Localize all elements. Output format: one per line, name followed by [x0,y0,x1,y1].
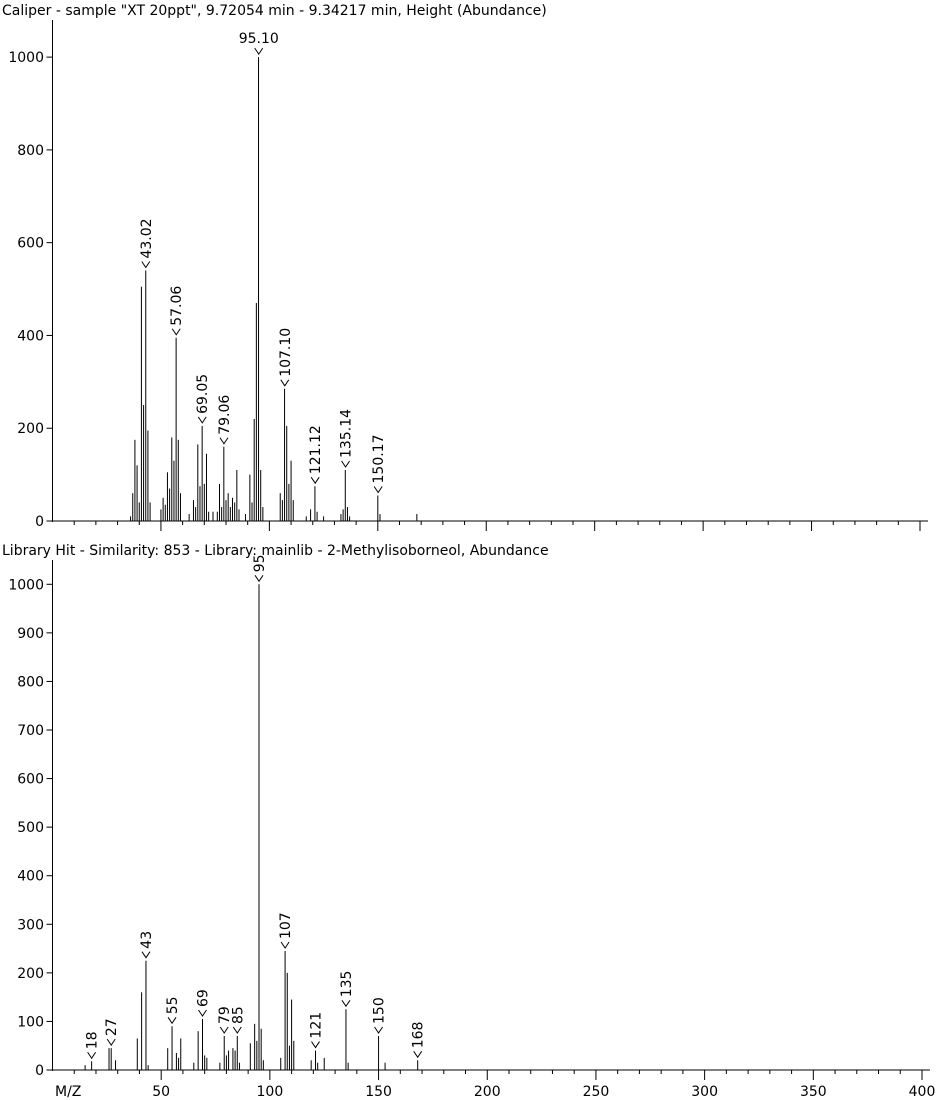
y-tick-label: 1000 [8,50,44,66]
y-tick-label: 800 [17,143,44,159]
x-tick-label: 100 [257,1084,284,1100]
peak-label-marker [171,328,181,336]
peak-label-marker [311,1041,320,1049]
peak-label-marker [310,476,320,485]
x-tick-label: 250 [583,1084,610,1100]
peak-label: 121 [309,1012,325,1039]
peak-label-marker [373,486,383,494]
y-tick-label: 700 [17,723,44,739]
peak-label: 85 [230,1006,246,1024]
peak-label-marker [219,437,229,445]
peak-label: 107.10 [278,328,294,377]
peak-label: 107 [278,912,294,939]
x-tick-label: 50 [152,1084,170,1100]
x-tick-label: 400 [909,1084,936,1100]
peak-label: 150 [372,997,388,1024]
peak-label-marker [197,416,207,424]
peak-label-marker [219,1026,229,1034]
peak-label-marker [254,575,264,583]
y-tick-label: 1000 [8,577,44,593]
y-tick-label: 100 [17,1014,44,1030]
peak-label-marker [87,1051,97,1060]
y-tick-label: 0 [35,514,44,530]
peak-label-marker [341,1000,351,1008]
peak-label: 79.06 [217,395,233,435]
peak-label: 150.17 [371,434,387,483]
y-tick-label: 400 [17,869,44,885]
peak-label: 95.10 [239,31,279,47]
peak-label: 27 [104,1018,120,1036]
peak-label-marker [280,941,290,949]
peak-label-marker [374,1026,383,1034]
x-tick-label: 200 [474,1084,501,1100]
peak-label: 135.14 [339,409,355,458]
y-tick-label: 900 [17,626,44,642]
peak-label: 69.05 [195,374,211,414]
peak-label: 43 [139,931,155,949]
x-tick-label: 150 [365,1084,392,1100]
y-tick-label: 300 [17,917,44,933]
peak-label-marker [280,379,290,387]
y-tick-label: 200 [17,966,44,982]
y-tick-label: 200 [17,421,44,437]
x-tick-label: 350 [800,1084,827,1100]
peak-label: 121.12 [308,425,324,474]
y-tick-label: 400 [17,328,44,344]
x-axis-label: M/Z [55,1084,81,1100]
peak-label: 168 [411,1022,427,1049]
peak-label-marker [141,951,151,959]
peak-label-marker [254,47,264,56]
peak-label: 95 [252,554,268,572]
peak-label: 57.06 [169,286,185,326]
bottom-chart-title: Library Hit - Similarity: 853 - Library:… [2,543,549,559]
top-chart-title: Caliper - sample "XT 20ppt", 9.72054 min… [2,3,547,19]
peak-label: 18 [85,1031,101,1049]
peak-label: 55 [165,996,181,1014]
peak-label: 43.02 [139,218,155,258]
x-tick-label: 300 [691,1084,718,1100]
top-spectrum-plot: 0 200 400 600 800 1000 43.02 57.06 69.05 79.06 95.… [8,20,928,531]
y-tick-label: 500 [17,820,44,836]
y-tick-label: 0 [35,1063,44,1079]
peak-label: 79 [217,1006,233,1024]
peak-label-marker [106,1038,116,1047]
peak-label-marker [141,261,151,269]
library-spectrum-plot: 0 100 200 300 400 500 600 700 800 900 1000 50 100 150… [8,554,935,1100]
peak-label-marker [198,1009,207,1017]
peak-label-marker [413,1051,423,1059]
peak-label-marker [232,1026,242,1034]
peak-label: 69 [195,989,211,1007]
y-tick-label: 600 [17,236,44,252]
peak-label-marker [341,460,351,468]
y-tick-label: 600 [17,772,44,788]
y-tick-label: 800 [17,674,44,690]
peak-label-marker [167,1017,177,1025]
peak-label: 135 [339,971,355,998]
